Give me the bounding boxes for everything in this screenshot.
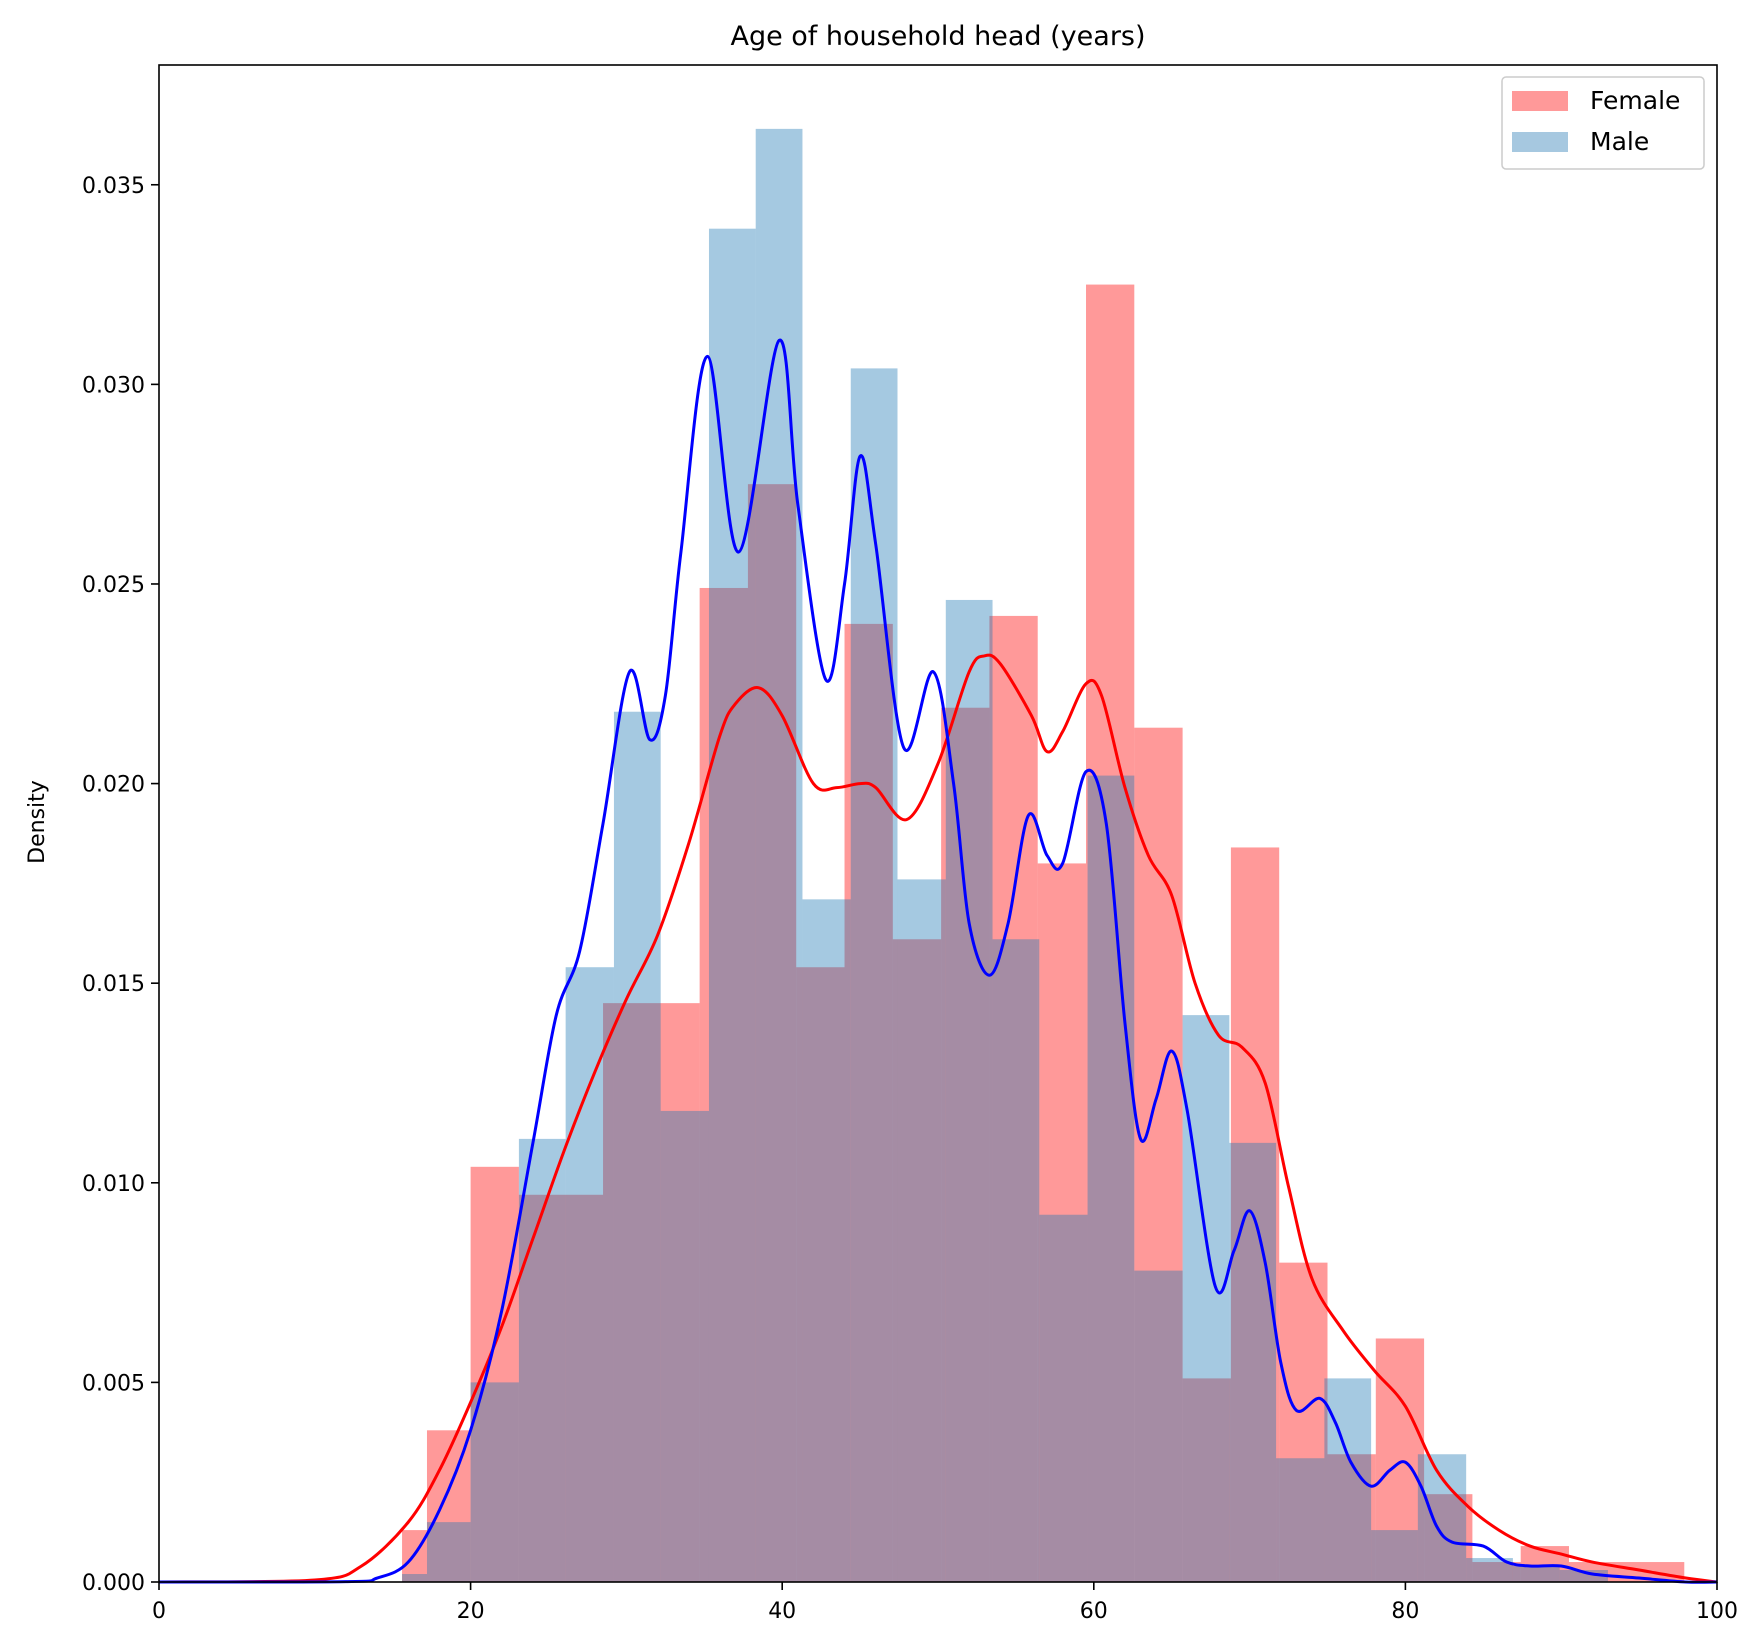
bar-female-23 [1568, 1562, 1685, 1582]
x-tick-label-80: 80 [1391, 1599, 1419, 1624]
kde-line-male [158, 338, 1718, 1584]
bar-female-12 [1037, 863, 1087, 1582]
chart-title: Age of household head (years) [730, 21, 1145, 52]
bar-female-20 [1424, 1494, 1473, 1582]
bar-female-6 [747, 484, 797, 1582]
histogram-male [402, 128, 1608, 1583]
y-tick-label-0: 0.000 [82, 1571, 145, 1596]
plot-frame [158, 64, 1718, 1583]
bar-female-4 [603, 1003, 700, 1582]
kde-line-female [158, 653, 1718, 1584]
bar-female-10 [941, 707, 990, 1582]
bar-male-21 [1371, 1530, 1418, 1582]
bar-male-11 [897, 879, 946, 1582]
y-tick-label-4: 0.020 [82, 773, 145, 798]
bar-female-5 [699, 587, 748, 1582]
x-tick-label-60: 60 [1080, 1599, 1108, 1624]
bar-male-6 [660, 1110, 709, 1582]
bar-female-15 [1182, 1378, 1231, 1582]
bar-female-9 [892, 939, 942, 1582]
x-tick-label-20: 20 [457, 1599, 485, 1624]
bar-male-2 [470, 1382, 519, 1582]
bar-male-24 [1512, 1566, 1560, 1582]
bar-female-17 [1279, 1262, 1328, 1582]
bar-male-0 [402, 1574, 427, 1582]
bar-male-17 [1182, 1015, 1230, 1582]
bar-male-13 [992, 939, 1040, 1582]
bar-male-7 [708, 228, 756, 1583]
bar-male-19 [1276, 1458, 1325, 1582]
bar-male-25 [1559, 1570, 1608, 1582]
bar-female-3 [518, 1194, 604, 1582]
bar-male-8 [755, 128, 803, 1582]
bar-female-21 [1472, 1562, 1521, 1582]
bar-female-7 [796, 967, 845, 1582]
y-tick-label-2: 0.010 [82, 1172, 145, 1197]
bar-female-13 [1086, 284, 1135, 1582]
legend: Female Male [1501, 76, 1705, 170]
bar-male-14 [1039, 1214, 1088, 1582]
y-tick-label-7: 0.035 [82, 174, 145, 199]
bar-male-3 [518, 1138, 566, 1582]
bar-male-5 [613, 711, 661, 1582]
bar-male-23 [1466, 1558, 1513, 1582]
y-tick-label-1: 0.005 [82, 1371, 145, 1396]
bar-male-12 [945, 599, 993, 1582]
bar-female-18 [1327, 1454, 1376, 1582]
y-tick-label-6: 0.030 [82, 373, 145, 398]
bar-male-18 [1229, 1142, 1277, 1582]
bar-female-11 [989, 615, 1038, 1582]
bar-male-1 [426, 1522, 471, 1582]
x-tick-label-40: 40 [768, 1599, 796, 1624]
bar-male-10 [850, 368, 898, 1582]
bar-male-15 [1087, 775, 1135, 1582]
y-tick-label-3: 0.015 [82, 972, 145, 997]
y-axis-label: Density [25, 780, 50, 864]
histogram-female [402, 284, 1685, 1582]
legend-swatch-male [1512, 132, 1568, 152]
x-tick-label-0: 0 [152, 1599, 166, 1624]
bar-female-22 [1520, 1546, 1569, 1582]
bar-female-2 [470, 1166, 519, 1582]
legend-label-male: Male [1590, 127, 1649, 156]
plot-area [158, 128, 1718, 1584]
bar-male-9 [802, 899, 851, 1582]
bar-female-16 [1230, 847, 1280, 1582]
legend-swatch-female [1512, 91, 1568, 111]
axes: 0 20 40 60 80 100 0.000 0.005 0.010 0.015 0.020 0.0… [82, 64, 1738, 1624]
bar-male-16 [1134, 1270, 1183, 1582]
legend-label-female: Female [1590, 86, 1680, 115]
bar-male-4 [565, 967, 614, 1582]
bar-male-22 [1417, 1454, 1467, 1582]
y-tick-label-5: 0.025 [82, 573, 145, 598]
x-tick-label-100: 100 [1696, 1599, 1738, 1624]
